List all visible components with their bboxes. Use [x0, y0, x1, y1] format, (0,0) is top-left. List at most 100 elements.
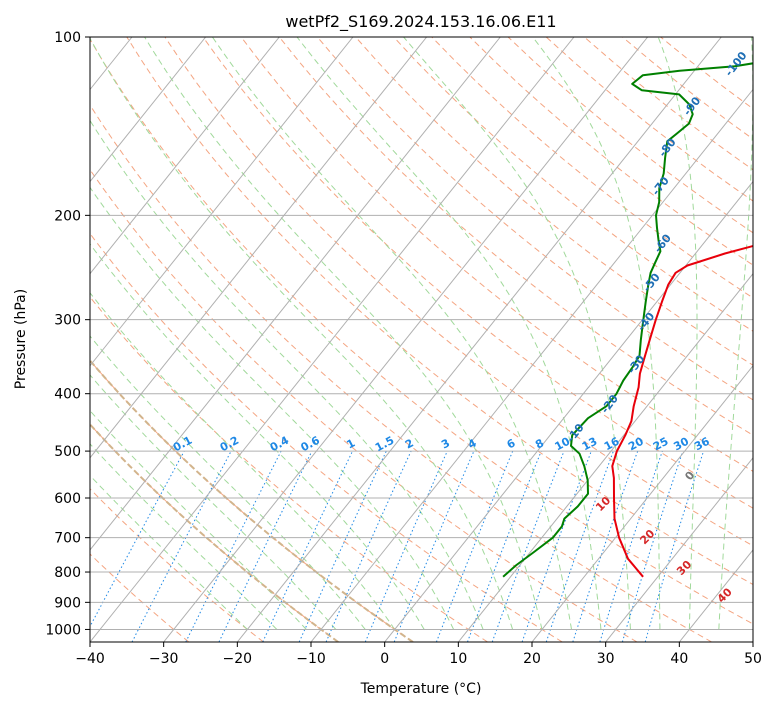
y-tick-label: 900 [54, 595, 81, 611]
dry-adiabat [90, 104, 712, 642]
y-tick-label: 300 [54, 313, 81, 329]
dry-adiabat [90, 423, 339, 642]
dry-adiabat-label: 20 [637, 527, 657, 547]
mixing-ratio-line [185, 450, 282, 642]
mixing-ratio-line [491, 450, 565, 642]
isotherm-line [605, 457, 753, 642]
isotherm-line [752, 641, 753, 642]
moist-adiabat-label: -80 [656, 136, 679, 160]
mixing-ratio-line [364, 450, 448, 642]
dry-adiabat [164, 37, 753, 547]
x-tick-label: 50 [744, 651, 762, 667]
x-axis-title: Temperature (°C) [360, 681, 482, 697]
y-tick-label: 200 [54, 208, 81, 224]
mixing-ratio-line [325, 450, 412, 642]
isotherm-line [90, 37, 575, 642]
moist-adiabat [90, 335, 366, 630]
mixing-ratio-label: 10 [553, 435, 573, 454]
moist-adiabat [144, 37, 543, 630]
moist-adiabat [296, 37, 602, 630]
moist-adiabat [211, 37, 572, 630]
mixing-ratio-line [521, 450, 592, 642]
background-lines [90, 37, 753, 642]
isotherm-line [678, 549, 753, 642]
dry-adiabat [583, 37, 753, 171]
moist-adiabat [657, 37, 698, 630]
dry-adiabat-label: 30 [674, 558, 694, 578]
moist-adiabat-label: -60 [652, 231, 675, 255]
x-tick-label: 30 [597, 651, 615, 667]
y-tick-label: 1000 [45, 622, 81, 638]
isotherm-line [236, 37, 722, 642]
x-tick-label: −30 [149, 651, 179, 667]
moist-adiabat-label: -90 [681, 94, 704, 118]
mixing-ratio-label: 13 [580, 435, 600, 454]
isotherm-line [457, 272, 753, 642]
dry-adiabat-label: 10 [593, 494, 613, 514]
x-tick-label: 10 [449, 651, 467, 667]
mixing-ratio-line [393, 450, 475, 642]
isotherm-line [90, 37, 354, 367]
dry-adiabat [317, 37, 753, 401]
moist-adiabat [90, 292, 396, 630]
mixing-ratio-label: 3 [439, 436, 452, 451]
dewpoint-profile-line [502, 62, 753, 578]
mixing-ratio-line [545, 450, 614, 642]
dry-adiabat [545, 37, 753, 202]
chart-title: wetPf2_S169.2024.153.16.06.E11 [285, 12, 556, 32]
x-tick-label: 20 [523, 651, 541, 667]
y-axis-title: Pressure (hPa) [13, 289, 29, 389]
mixing-ratio-line [572, 450, 639, 642]
moist-adiabat [90, 243, 425, 630]
mixing-ratio-line [262, 450, 353, 642]
mixing-ratio-label: 6 [505, 436, 518, 451]
y-tick-label: 500 [54, 444, 81, 460]
dry-adiabat [202, 37, 753, 509]
mixing-ratio-label: 20 [626, 435, 646, 454]
mixing-ratio-line [599, 450, 663, 642]
isotherm-line [310, 88, 753, 642]
moist-adiabat [718, 37, 753, 630]
moist-adiabat [90, 374, 337, 630]
x-tick-label: 0 [380, 651, 389, 667]
y-tick-label: 700 [54, 531, 81, 547]
dry-adiabat [90, 168, 638, 642]
temperature-profile-line [611, 244, 753, 578]
x-tick-label: −40 [75, 651, 105, 667]
data-series [502, 62, 753, 578]
mixing-ratio-label: 16 [602, 435, 622, 454]
isotherm-line [0, 37, 58, 642]
isotherm-line [531, 364, 753, 642]
moist-adiabat [90, 119, 484, 630]
mixing-ratio-line [621, 450, 684, 642]
isotherm-line [163, 37, 649, 642]
dry-adiabat [126, 37, 753, 586]
plot-frame [89, 36, 754, 643]
dry-adiabat [90, 38, 753, 625]
dry-adiabat [90, 232, 563, 642]
mixing-ratio-line [467, 450, 542, 642]
mixing-ratio-label: 30 [671, 435, 691, 454]
x-tick-label: 40 [670, 651, 688, 667]
moist-adiabat-label: -40 [635, 310, 658, 334]
moist-adiabat-label: -50 [640, 271, 663, 295]
moist-adiabat-label: -20 [598, 392, 621, 416]
mixing-ratio-label: 36 [692, 435, 712, 454]
dry-adiabat [393, 37, 753, 332]
isotherm-line [90, 37, 207, 183]
isotherm-line [90, 37, 428, 459]
mixing-ratio-label: 25 [651, 435, 671, 454]
moist-adiabat [532, 37, 661, 630]
isotherm-line [384, 180, 753, 642]
isotherm-line [90, 37, 501, 551]
mixing-ratio-line [435, 450, 514, 642]
dry-adiabat [469, 37, 753, 266]
moist-adiabat [90, 443, 278, 630]
mixing-ratio-label: 4 [466, 436, 479, 451]
axis-ticks: −40 −30 −20 −10 0 10 20 30 40 50 100 200 300 400 500 60… [45, 30, 762, 667]
mixing-ratio-label: 8 [533, 436, 546, 451]
isotherm-line [90, 37, 280, 275]
reference-adiabat [90, 422, 339, 642]
dry-adiabat [90, 488, 264, 642]
